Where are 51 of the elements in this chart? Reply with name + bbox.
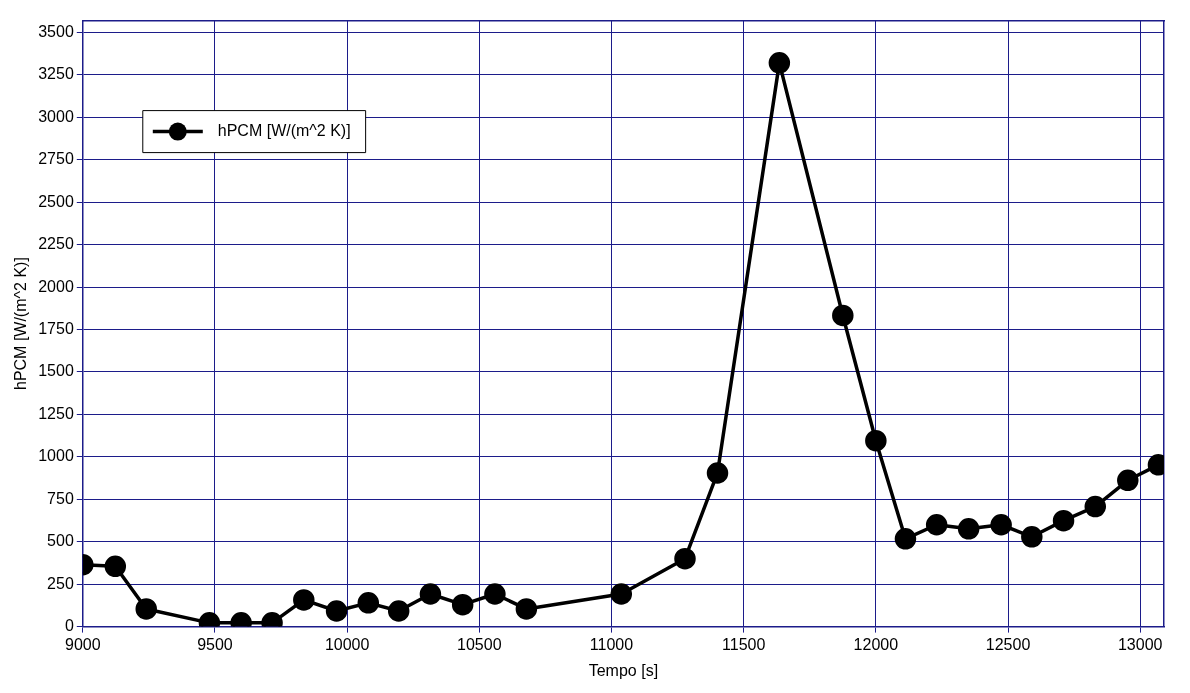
y-tick-label: 2500 [38,192,74,210]
point [104,555,127,578]
x-tick-label: 9000 [65,635,101,653]
point [1052,509,1075,532]
y-tick-label: 3250 [38,65,74,83]
y-tick-label: 1500 [38,362,74,380]
point [990,514,1012,536]
point [1117,469,1139,492]
y-tick-label: 3000 [38,107,74,125]
point [1084,495,1107,518]
point [925,514,948,536]
point [293,589,315,611]
x-tick-label: 13000 [1117,635,1163,653]
point [419,583,442,605]
point [957,518,980,540]
point [894,528,917,550]
y-tick-label: 1750 [38,319,74,337]
x-axis-title: Tempo [s] [588,661,659,679]
y-tick-label: 1250 [38,404,74,422]
x-tick-label: 12500 [985,635,1031,653]
y-tick-label: 0 [64,617,74,635]
y-tick-label: 750 [47,489,74,507]
point [451,593,474,616]
point [768,52,791,74]
x-tick-label: 12000 [853,635,899,653]
point [484,583,506,605]
legend-label: hPCM [W/(m^2 K)] [217,122,351,140]
y-tick-label: 500 [47,532,74,550]
x-tick-label: 10000 [324,635,370,653]
point [832,304,854,327]
y-tick-label: 1000 [38,447,74,465]
point [706,462,729,484]
y-tick-label: 2250 [38,235,74,253]
point [1021,526,1043,548]
y-tick-label: 3500 [38,22,74,40]
point [135,598,157,620]
point [610,583,633,605]
point [325,600,348,622]
y-tick-label: 2000 [38,277,74,295]
point [357,592,380,614]
point [674,547,696,570]
point [515,598,538,620]
y-tick-label: 2750 [38,150,74,168]
y-axis-title: hPCM [W/(m^2 K)] [12,257,30,391]
x-tick-label: 10500 [457,635,502,653]
point [865,429,887,452]
point [387,600,410,622]
x-tick-label: 9500 [197,635,233,653]
x-tick-label: 11500 [722,635,766,653]
x-tick-label: 11000 [589,635,634,653]
y-tick-label: 250 [47,574,74,592]
